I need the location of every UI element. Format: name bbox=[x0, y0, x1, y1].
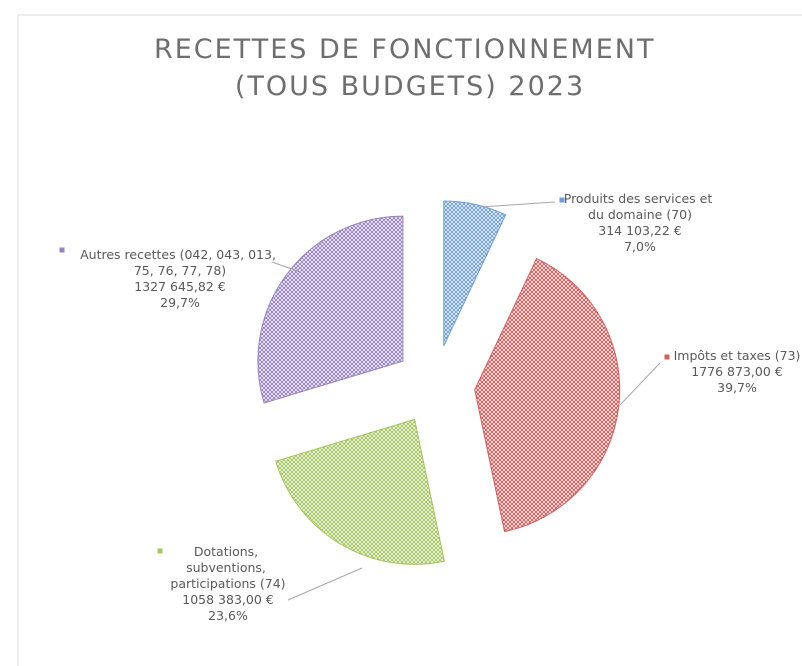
value-label: 314 103,22 € bbox=[598, 223, 682, 238]
pie-slice bbox=[474, 257, 621, 533]
chart-title: RECETTES DE FONCTIONNEMENT (TOUS BUDGETS… bbox=[154, 34, 666, 102]
slice-label: Impôts et taxes (73) bbox=[674, 348, 801, 363]
slice-label: Produits des services et du domaine (70) bbox=[564, 191, 716, 222]
value-label: 1776 873,00 € bbox=[691, 364, 782, 379]
percent-label: 29,7% bbox=[160, 295, 200, 310]
legend-marker bbox=[664, 354, 670, 360]
slice-label: Autres recettes (042, 043, 013, 75, 76, … bbox=[80, 247, 280, 278]
leader-line bbox=[287, 567, 363, 601]
leader-line bbox=[479, 201, 556, 208]
pie-slice bbox=[443, 200, 507, 347]
pie-slice bbox=[275, 418, 445, 565]
pie-slice bbox=[257, 215, 404, 404]
percent-label: 7,0% bbox=[624, 239, 656, 254]
legend-marker bbox=[59, 247, 65, 253]
legend-marker bbox=[157, 548, 163, 554]
slice-label: Dotations, subventions, participations (… bbox=[170, 544, 285, 591]
legend-marker bbox=[559, 197, 565, 203]
leader-line bbox=[619, 362, 661, 406]
value-label: 1058 383,00 € bbox=[182, 592, 273, 607]
percent-label: 23,6% bbox=[208, 608, 248, 623]
value-label: 1327 645,82 € bbox=[134, 279, 225, 294]
percent-label: 39,7% bbox=[717, 380, 757, 395]
leader-line bbox=[271, 261, 301, 273]
